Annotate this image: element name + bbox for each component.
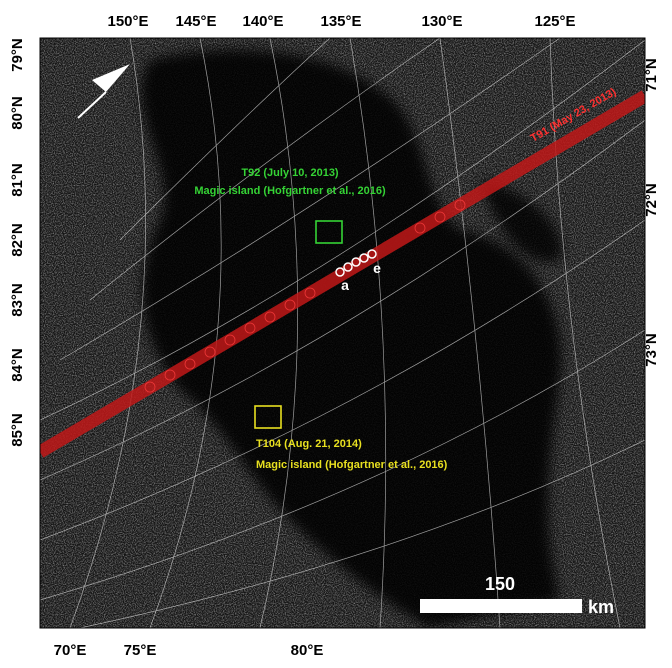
lat-label: 85°N [9,413,26,447]
annotation: T104 (Aug. 21, 2014) [256,438,362,450]
annotation: Magic island (Hofgartner et al., 2016) [194,185,386,197]
lat-label: 72°N [643,183,660,217]
lat-label: 83°N [9,283,26,317]
point-label: e [373,260,381,276]
lat-label: 79°N [9,38,26,72]
annotation: T92 (July 10, 2013) [241,167,339,179]
lat-label: 82°N [9,223,26,257]
scale-bar [420,599,582,613]
lat-label: 81°N [9,163,26,197]
annotation: Magic island (Hofgartner et al., 2016) [256,459,448,471]
lat-label: 73°N [643,333,660,367]
lat-label: 80°N [9,96,26,130]
scale-unit: km [588,597,614,617]
lon-label: 130°E [421,13,462,30]
lat-label: 84°N [9,348,26,382]
lon-label: 135°E [320,13,361,30]
lon-label: 70°E [54,642,87,659]
lat-label: 71°N [643,58,660,92]
map: 150°E 145°E 140°E 135°E 130°E 125°E 79°N… [0,0,672,668]
lon-label: 140°E [242,13,283,30]
lon-label: 75°E [124,642,157,659]
point-label: a [341,277,349,293]
lon-label: 150°E [107,13,148,30]
scale-length: 150 [485,574,515,594]
lon-label: 125°E [534,13,575,30]
map-figure: 150°E 145°E 140°E 135°E 130°E 125°E 79°N… [0,0,672,668]
lon-label: 80°E [291,642,324,659]
lon-label: 145°E [175,13,216,30]
